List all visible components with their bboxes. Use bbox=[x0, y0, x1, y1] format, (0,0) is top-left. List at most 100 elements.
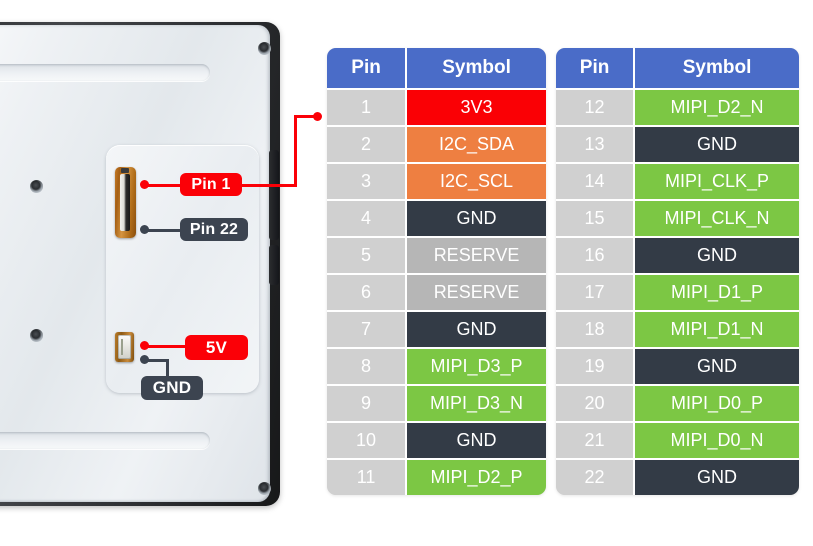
table-row: 18 MIPI_D1_N bbox=[556, 310, 799, 347]
cell-pin-symbol: MIPI_CLK_N bbox=[635, 199, 799, 236]
table-row: 15 MIPI_CLK_N bbox=[556, 199, 799, 236]
cell-pin-symbol: MIPI_D3_P bbox=[407, 347, 546, 384]
cell-pin-number: 17 bbox=[556, 273, 636, 310]
pin1-callout-dot bbox=[140, 180, 149, 189]
cell-pin-symbol: GND bbox=[635, 347, 799, 384]
cell-pin-symbol: RESERVE bbox=[407, 273, 546, 310]
panel-side-flange-bottom bbox=[269, 245, 279, 285]
cell-pin-symbol: MIPI_D0_P bbox=[635, 384, 799, 421]
cell-pin-symbol: GND bbox=[635, 125, 799, 162]
pin22-callout-dot bbox=[140, 225, 149, 234]
cell-pin-number: 1 bbox=[327, 88, 408, 125]
screw-hole-middle-left bbox=[30, 180, 43, 193]
callout-label-pin22: Pin 22 bbox=[180, 218, 248, 241]
cell-pin-number: 9 bbox=[327, 384, 408, 421]
cell-pin-symbol: MIPI_D2_P bbox=[407, 458, 546, 495]
cell-pin-symbol: GND bbox=[407, 310, 546, 347]
header-pin: Pin bbox=[327, 48, 408, 88]
callout-label-gnd: GND bbox=[141, 376, 203, 400]
gnd-callout-dot bbox=[140, 355, 149, 364]
table-row: 2 I2C_SDA bbox=[327, 125, 546, 162]
cell-pin-number: 3 bbox=[327, 162, 408, 199]
cell-pin-symbol: GND bbox=[407, 421, 546, 458]
cell-pin-number: 4 bbox=[327, 199, 408, 236]
cell-pin-number: 21 bbox=[556, 421, 636, 458]
cell-pin-number: 7 bbox=[327, 310, 408, 347]
pinout-table-left: Pin Symbol 1 3V3 2 I2C_SDA 3 I2C_SCL 4 GND 5 RESE… bbox=[327, 48, 546, 495]
v5-callout-lead bbox=[147, 344, 188, 348]
cell-pin-symbol: MIPI_D2_N bbox=[635, 88, 799, 125]
cell-pin-symbol: GND bbox=[635, 458, 799, 495]
callout-label-5v: 5V bbox=[185, 335, 248, 360]
v5-callout-dot bbox=[140, 341, 149, 350]
table-row: 6 RESERVE bbox=[327, 273, 546, 310]
cell-pin-number: 20 bbox=[556, 384, 636, 421]
table-row: 20 MIPI_D0_P bbox=[556, 384, 799, 421]
cell-pin-number: 12 bbox=[556, 88, 636, 125]
cell-pin-symbol: I2C_SDA bbox=[407, 125, 546, 162]
cell-pin-number: 2 bbox=[327, 125, 408, 162]
table-row: 14 MIPI_CLK_P bbox=[556, 162, 799, 199]
table-row: 9 MIPI_D3_N bbox=[327, 384, 546, 421]
emboss-slot-top bbox=[0, 64, 210, 81]
power-2pin-connector bbox=[115, 332, 134, 362]
table-row: 19 GND bbox=[556, 347, 799, 384]
header-symbol: Symbol bbox=[635, 48, 799, 88]
header-symbol: Symbol bbox=[407, 48, 546, 88]
cell-pin-number: 5 bbox=[327, 236, 408, 273]
pin1-to-table-lead-horizontal-2 bbox=[294, 115, 316, 118]
table-header-row: Pin Symbol bbox=[327, 48, 546, 88]
cell-pin-number: 19 bbox=[556, 347, 636, 384]
pin1-to-table-lead-horizontal-1 bbox=[242, 183, 297, 187]
cell-pin-symbol: MIPI_D1_P bbox=[635, 273, 799, 310]
screw-hole-bottom-right bbox=[258, 482, 271, 495]
panel-side-flange-top bbox=[269, 150, 279, 240]
pin22-callout-lead bbox=[147, 228, 183, 232]
pin1-to-table-lead-vertical bbox=[294, 115, 297, 186]
table-row: 8 MIPI_D3_P bbox=[327, 347, 546, 384]
panel-photo: Pin 1 Pin 22 5V GND bbox=[0, 0, 318, 546]
table-row: 13 GND bbox=[556, 125, 799, 162]
table-row: 3 I2C_SCL bbox=[327, 162, 546, 199]
cell-pin-symbol: I2C_SCL bbox=[407, 162, 546, 199]
emboss-slot-bottom bbox=[0, 432, 210, 449]
table-row: 22 GND bbox=[556, 458, 799, 495]
gnd-callout-lead-h bbox=[147, 358, 169, 362]
fpc-22pin-connector bbox=[115, 167, 136, 238]
pinout-table-right: Pin Symbol 12 MIPI_D2_N 13 GND 14 MIPI_CLK_P 1… bbox=[556, 48, 799, 495]
table-row: 10 GND bbox=[327, 421, 546, 458]
cell-pin-symbol: MIPI_D0_N bbox=[635, 421, 799, 458]
cell-pin-number: 16 bbox=[556, 236, 636, 273]
screw-hole-lower-left bbox=[30, 329, 43, 342]
cell-pin-symbol: MIPI_D3_N bbox=[407, 384, 546, 421]
table-row: 16 GND bbox=[556, 236, 799, 273]
screw-hole-top-right bbox=[258, 42, 271, 55]
table-row: 12 MIPI_D2_N bbox=[556, 88, 799, 125]
pin1-to-table-dot bbox=[313, 112, 322, 121]
table-row: 1 3V3 bbox=[327, 88, 546, 125]
gnd-callout-lead-v bbox=[166, 358, 169, 381]
cell-pin-symbol: RESERVE bbox=[407, 236, 546, 273]
cell-pin-symbol: GND bbox=[635, 236, 799, 273]
cell-pin-number: 13 bbox=[556, 125, 636, 162]
cell-pin-symbol: 3V3 bbox=[407, 88, 546, 125]
cell-pin-number: 6 bbox=[327, 273, 408, 310]
pin1-callout-lead bbox=[147, 183, 183, 187]
cell-pin-number: 18 bbox=[556, 310, 636, 347]
cell-pin-number: 11 bbox=[327, 458, 408, 495]
table-row: 11 MIPI_D2_P bbox=[327, 458, 546, 495]
table-row: 4 GND bbox=[327, 199, 546, 236]
table-row: 17 MIPI_D1_P bbox=[556, 273, 799, 310]
cell-pin-number: 14 bbox=[556, 162, 636, 199]
table-header-row: Pin Symbol bbox=[556, 48, 799, 88]
table-row: 5 RESERVE bbox=[327, 236, 546, 273]
cell-pin-number: 8 bbox=[327, 347, 408, 384]
cell-pin-symbol: MIPI_D1_N bbox=[635, 310, 799, 347]
callout-label-pin1: Pin 1 bbox=[180, 173, 242, 196]
table-row: 7 GND bbox=[327, 310, 546, 347]
table-row: 21 MIPI_D0_N bbox=[556, 421, 799, 458]
cell-pin-number: 15 bbox=[556, 199, 636, 236]
cell-pin-symbol: GND bbox=[407, 199, 546, 236]
cell-pin-symbol: MIPI_CLK_P bbox=[635, 162, 799, 199]
header-pin: Pin bbox=[556, 48, 636, 88]
